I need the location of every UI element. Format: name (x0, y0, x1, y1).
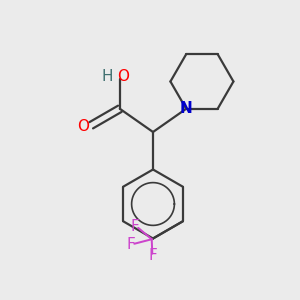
Text: N: N (180, 101, 193, 116)
Text: H: H (101, 69, 113, 84)
Text: F: F (127, 237, 136, 252)
Text: O: O (77, 119, 89, 134)
Text: F: F (149, 248, 158, 263)
Text: F: F (131, 219, 140, 234)
Text: O: O (117, 69, 129, 84)
